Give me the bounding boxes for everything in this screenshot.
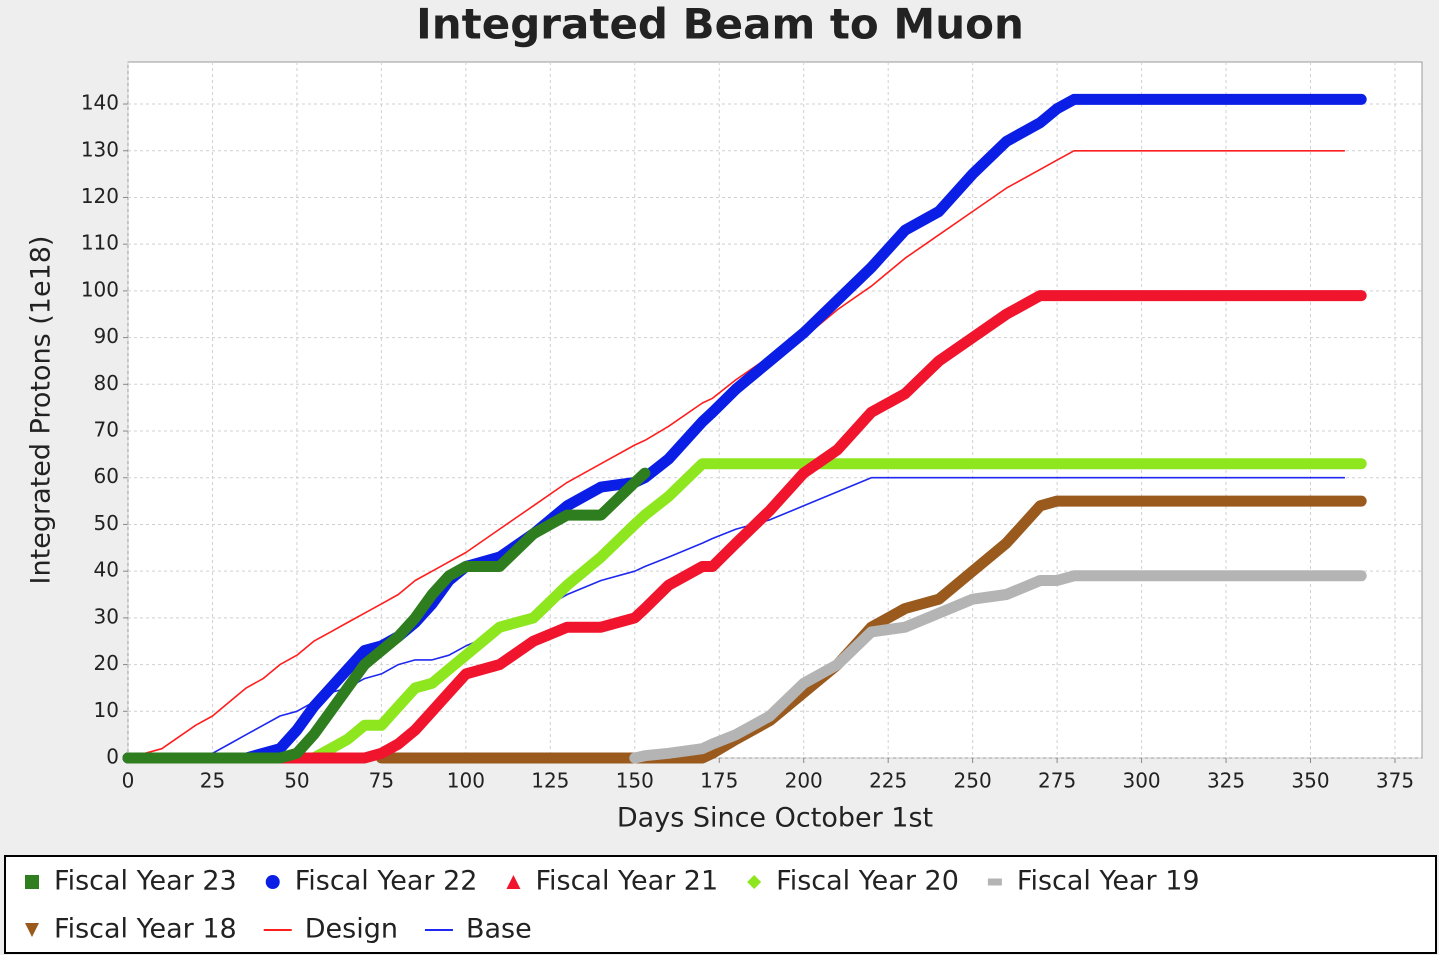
y-tick-label: 50 [94,511,119,535]
y-tick-label: 10 [94,698,119,722]
y-tick-label: 130 [81,137,119,161]
legend-label: Fiscal Year 19 [1017,866,1200,897]
y-tick-label: 40 [94,558,119,582]
x-tick-label: 350 [1291,769,1329,793]
x-tick-label: 75 [369,769,394,793]
series-line [127,150,1346,759]
legend-marker [506,875,521,889]
y-tick-label: 70 [94,418,119,442]
x-tick-label: 275 [1038,769,1076,793]
y-tick-label: 110 [81,231,119,255]
series-line [629,570,1367,764]
y-tick-label: 20 [94,651,119,675]
legend-label: Base [466,914,532,945]
x-tick-label: 50 [284,769,309,793]
legend-label: Fiscal Year 23 [54,866,237,897]
y-tick-label: 0 [106,745,119,769]
y-tick-label: 60 [94,464,119,488]
x-tick-label: 300 [1122,769,1160,793]
y-tick-label: 120 [81,184,119,208]
x-tick-label: 175 [700,769,738,793]
legend-label: Fiscal Year 18 [54,914,237,945]
legend-marker [747,875,762,889]
x-tick-label: 250 [954,769,992,793]
legend-label: Fiscal Year 20 [776,866,959,897]
y-axis-label: Integrated Protons (1e18) [26,236,57,585]
legend-box [4,855,1437,954]
x-tick-label: 200 [785,769,823,793]
legend-label: Design [305,914,398,945]
legend-marker [265,875,280,889]
x-tick-label: 225 [869,769,907,793]
plot-area [127,61,1423,759]
y-tick-label: 90 [94,324,119,348]
legend-marker [25,923,39,937]
x-axis-label: Days Since October 1st [617,803,933,834]
legend-label: Fiscal Year 22 [295,866,478,897]
chart-title: Integrated Beam to Muon [416,0,1024,49]
x-tick-label: 325 [1207,769,1245,793]
x-tick-label: 100 [447,769,485,793]
legend-marker [25,875,39,889]
x-tick-label: 125 [531,769,569,793]
series-line [122,93,1367,764]
series-line [122,467,651,764]
y-tick-label: 140 [81,91,119,115]
x-tick-label: 25 [200,769,225,793]
legend-marker [987,878,1002,886]
series-line [127,476,1346,759]
y-tick-label: 30 [94,604,119,628]
x-tick-label: 0 [122,769,135,793]
x-tick-label: 375 [1376,769,1414,793]
y-tick-label: 80 [94,371,119,395]
y-tick-label: 100 [81,277,119,301]
legend-label: Fiscal Year 21 [535,866,718,897]
x-tick-label: 150 [616,769,654,793]
